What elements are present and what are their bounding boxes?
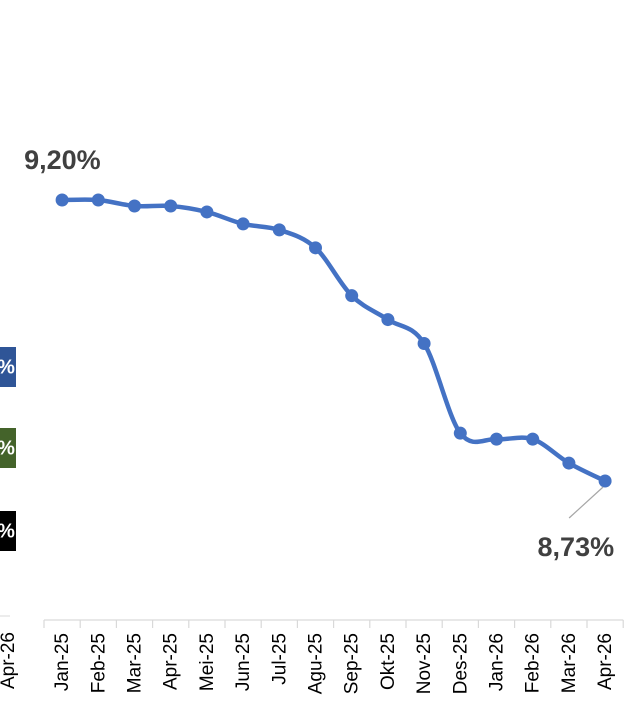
x-tick-label: Okt-25 [378,633,399,690]
point [164,199,178,213]
point [345,289,359,303]
point [236,217,250,231]
x-tick-label: Jan-26 [487,633,508,691]
point [526,432,540,446]
x-tick-label: Feb-26 [523,633,544,693]
side-badge-label: % [0,356,15,378]
point [91,193,105,207]
x-tick-label: Apr-26 [595,633,616,690]
point [598,474,612,488]
point [272,223,286,237]
side-badge [0,428,16,468]
x-tick-label: Mar-26 [559,633,580,693]
point [381,313,395,327]
side-badge [0,511,16,551]
x-tick-label: Jan-25 [52,633,73,691]
point [490,432,503,446]
x-tick-label: Mar-25 [125,633,146,693]
x-tick-label: Mei-25 [197,633,218,691]
point [562,456,576,470]
x-tick-label: Jun-25 [233,633,254,691]
x-tick-label: Feb-25 [88,633,109,693]
left-fragment-label: Apr-26 [0,632,19,689]
line [59,197,608,484]
point [200,205,214,219]
x-tick-label: Agu-25 [306,633,327,694]
side-badge-label: % [0,437,15,459]
x-tick-label: Jul-25 [269,633,290,685]
side-badge-label: % [0,520,15,542]
x-tick-label: Nov-25 [414,633,435,694]
point [453,426,467,440]
x-tick-label: Apr-25 [161,633,182,690]
point [55,193,69,207]
x-tick-label: Sep-25 [342,633,363,694]
x-tick-label: Des-25 [450,633,471,694]
value-label: 9,20% [24,145,101,175]
point [309,241,322,255]
label-leader [568,486,604,519]
point [128,199,141,213]
point [417,336,431,350]
side-badge [0,347,16,387]
value-label: 8,73% [538,532,615,562]
